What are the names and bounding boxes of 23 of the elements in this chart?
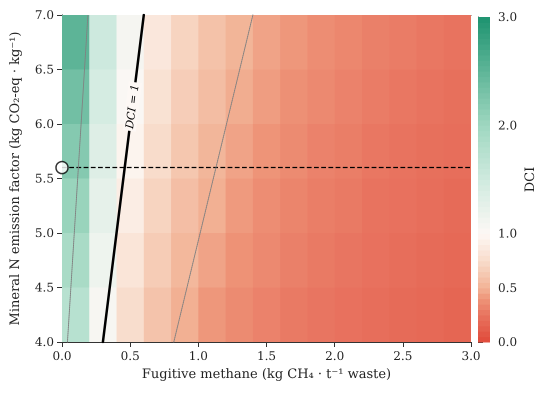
y-tick-label: 4.0: [34, 335, 54, 349]
y-tick-label: 7.0: [34, 8, 54, 22]
color-bar-label: 0.5: [498, 280, 518, 295]
y-tick-label: 5.0: [34, 226, 54, 240]
y-tick-label: 6.0: [34, 117, 54, 131]
x-tick-label: 0.5: [120, 349, 140, 363]
color-bar-label: 1.0: [498, 226, 518, 241]
y-tick-label: 5.5: [34, 172, 54, 186]
x-axis-title: Fugitive methane (kg CH₄ · t⁻¹ waste): [142, 367, 392, 382]
y-tick-label: 6.5: [34, 62, 54, 76]
y-tick-label: 4.5: [34, 280, 54, 294]
x-tick-label: 3.0: [461, 349, 481, 363]
x-tick-label: 1.5: [256, 349, 276, 363]
text: DCI = 1: [123, 84, 142, 131]
x-tick-label: 2.5: [393, 349, 412, 363]
x-tick-label: 1.0: [188, 349, 208, 363]
color-bar-label: 0.0: [498, 335, 518, 349]
color-bar-label: 3.0: [498, 10, 518, 24]
color-bar-label: 2.0: [498, 118, 518, 132]
x-tick-label: 2.0: [325, 349, 344, 363]
y-axis-title: Mineral N emission factor (kg CO₂-eq · kg⁻¹): [8, 32, 23, 326]
color-bar-title: DCI: [523, 166, 538, 192]
x-tick-label: 0.0: [52, 349, 72, 363]
